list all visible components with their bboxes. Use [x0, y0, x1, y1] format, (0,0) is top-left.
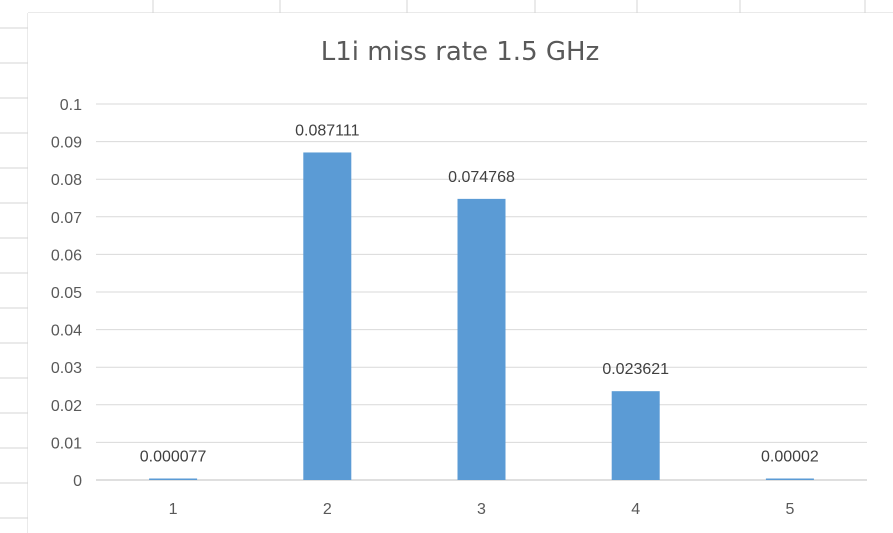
bar: [611, 391, 660, 480]
x-tick-label: 2: [323, 501, 332, 518]
bar: [149, 478, 198, 480]
data-label: 0.074768: [448, 169, 515, 186]
data-label: 0.00002: [761, 449, 819, 466]
x-tick-label: 1: [169, 501, 178, 518]
data-label: 0.087111: [295, 122, 359, 139]
data-label: 0.023621: [602, 361, 669, 378]
data-labels: 0.000077 0.087111 0.074768 0.023621 0.00002: [140, 122, 819, 465]
bar: [457, 198, 506, 480]
y-tick-label: 0.03: [51, 360, 82, 377]
y-tick-label: 0.02: [51, 398, 82, 415]
y-tick-label: 0.06: [51, 247, 82, 264]
x-tick-label: 3: [477, 501, 486, 518]
bar: [765, 478, 814, 480]
y-tick-label: 0.09: [51, 135, 82, 152]
y-tick-label: 0.1: [60, 97, 82, 114]
bars: [149, 152, 814, 480]
y-tick-label: 0.04: [51, 323, 82, 340]
x-tick-label: 4: [631, 501, 640, 518]
y-tick-label: 0.07: [51, 210, 82, 227]
x-axis-tick-labels: 1 2 3 4 5: [169, 501, 795, 518]
y-tick-label: 0.05: [51, 285, 82, 302]
y-tick-label: 0: [73, 473, 82, 490]
chart-title: L1i miss rate 1.5 GHz: [321, 37, 599, 67]
y-tick-label: 0.08: [51, 172, 82, 189]
x-tick-label: 5: [785, 501, 794, 518]
data-label: 0.000077: [140, 449, 207, 466]
y-axis-tick-labels: 0 0.01 0.02 0.03 0.04 0.05 0.06 0.07 0.08 0.09 0.1: [51, 97, 82, 490]
y-tick-label: 0.01: [51, 435, 82, 452]
bar: [303, 152, 352, 480]
